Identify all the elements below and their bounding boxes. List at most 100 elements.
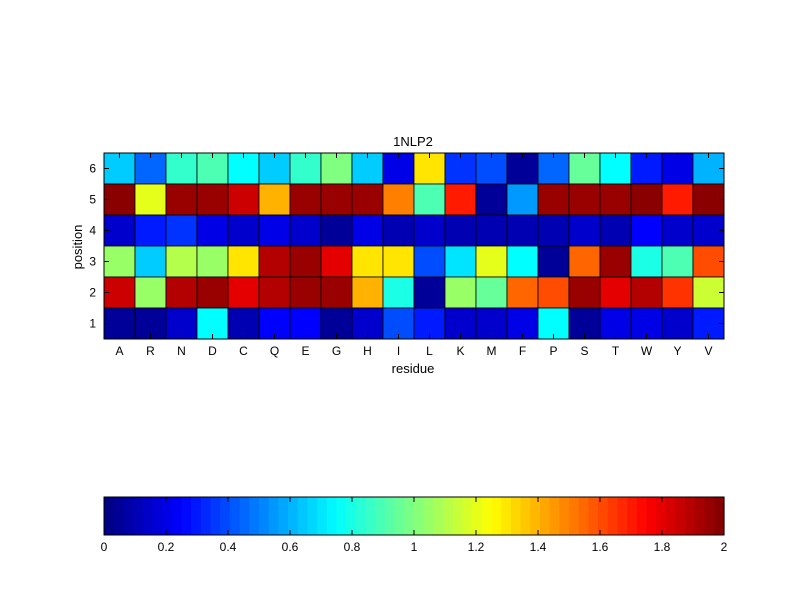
heatmap-cell bbox=[568, 183, 601, 216]
heatmap-cell bbox=[196, 276, 229, 309]
heatmap-cell bbox=[692, 152, 725, 185]
colorbar-tick-label: 1 bbox=[411, 540, 418, 554]
heatmap-cell bbox=[444, 152, 477, 185]
x-tick-label: E bbox=[301, 344, 309, 358]
colorbar-segment bbox=[326, 497, 338, 535]
colorbar-segment bbox=[375, 497, 386, 535]
colorbar-segment bbox=[607, 497, 619, 535]
x-tick-label: N bbox=[177, 344, 186, 358]
y-tick-label: 3 bbox=[89, 255, 96, 269]
colorbar-segment bbox=[433, 497, 444, 535]
colorbar-segment bbox=[491, 497, 502, 535]
heatmap-cell bbox=[630, 152, 663, 185]
heatmap-cell bbox=[196, 183, 229, 216]
heatmap-cell bbox=[599, 214, 632, 247]
heatmap-cell bbox=[630, 307, 663, 340]
x-tick-label: L bbox=[426, 344, 433, 358]
heatmap-cell bbox=[413, 214, 446, 247]
x-tick-label: S bbox=[580, 344, 588, 358]
heatmap-cell bbox=[413, 245, 446, 278]
x-tick-label: K bbox=[456, 344, 464, 358]
x-tick-label: I bbox=[397, 344, 400, 358]
heatmap-cell bbox=[661, 152, 694, 185]
y-tick-label: 6 bbox=[89, 162, 96, 176]
heatmap-cell bbox=[413, 183, 446, 216]
heatmap-cell bbox=[320, 183, 353, 216]
colorbar-segment bbox=[297, 497, 309, 535]
colorbar-segment bbox=[152, 497, 163, 535]
colorbar-tick-label: 0.8 bbox=[344, 540, 361, 554]
heatmap-cell bbox=[444, 307, 477, 340]
colorbar-tick-label: 0.4 bbox=[220, 540, 237, 554]
heatmap-cell bbox=[320, 276, 353, 309]
colorbar-segment bbox=[598, 497, 609, 535]
colorbar-segment bbox=[530, 497, 541, 535]
colorbar-segment bbox=[365, 497, 376, 535]
heatmap-cell bbox=[537, 214, 570, 247]
heatmap-cell bbox=[661, 183, 694, 216]
colorbar-segment bbox=[414, 497, 425, 535]
colorbar-segment bbox=[462, 497, 473, 535]
x-tick-label: R bbox=[146, 344, 155, 358]
heatmap-cell bbox=[196, 245, 229, 278]
colorbar-segment bbox=[685, 497, 696, 535]
colorbar-segment bbox=[675, 497, 686, 535]
heatmap-cell bbox=[630, 276, 663, 309]
heatmap-cell bbox=[382, 214, 415, 247]
colorbar-segment bbox=[510, 497, 522, 535]
colorbar-segment bbox=[191, 497, 202, 535]
y-tick-label: 4 bbox=[89, 224, 96, 238]
heatmap-cell bbox=[134, 245, 167, 278]
x-axis-label: residue bbox=[392, 361, 435, 376]
heatmap-cell bbox=[599, 245, 632, 278]
colorbar-tick-label: 0.6 bbox=[282, 540, 299, 554]
x-tick-label: D bbox=[208, 344, 217, 358]
heatmap-cell bbox=[568, 245, 601, 278]
heatmap-cell bbox=[630, 214, 663, 247]
heatmap-cell bbox=[568, 276, 601, 309]
colorbar-segment bbox=[355, 497, 367, 535]
x-tick-label: H bbox=[363, 344, 372, 358]
colorbar-segment bbox=[636, 497, 648, 535]
colorbar-tick-label: 0 bbox=[101, 540, 108, 554]
heatmap-cell bbox=[444, 214, 477, 247]
colorbar-segment bbox=[171, 497, 183, 535]
colorbar-tick-label: 1.8 bbox=[654, 540, 671, 554]
colorbar-segment bbox=[714, 497, 725, 535]
heatmap-cell bbox=[475, 214, 508, 247]
colorbar-segment bbox=[336, 497, 347, 535]
colorbar-segment bbox=[278, 497, 289, 535]
colorbar-segment bbox=[394, 497, 405, 535]
heatmap-cell bbox=[134, 152, 167, 185]
heatmap-cell bbox=[661, 245, 694, 278]
colorbar-segment bbox=[104, 497, 115, 535]
heatmap-cell bbox=[196, 214, 229, 247]
x-tick-label: Q bbox=[270, 344, 279, 358]
heatmap-cell bbox=[227, 214, 260, 247]
heatmap-cell bbox=[382, 245, 415, 278]
colorbar-tick-label: 2 bbox=[721, 540, 728, 554]
colorbar-segment bbox=[288, 497, 299, 535]
heatmap-plot: A R N D C Q E G H I L K M F P S T W Y V 6 5 4 3 2 1 bbox=[89, 152, 725, 358]
colorbar-segment bbox=[704, 497, 715, 535]
heatmap-cell bbox=[568, 214, 601, 247]
colorbar-segment bbox=[210, 497, 221, 535]
heatmap-cell bbox=[351, 183, 384, 216]
heatmap-cell bbox=[599, 152, 632, 185]
heatmap-cell bbox=[351, 276, 384, 309]
heatmap-cell bbox=[258, 183, 291, 216]
colorbar-segment bbox=[268, 497, 279, 535]
x-tick-label: V bbox=[704, 344, 712, 358]
heatmap-cell bbox=[320, 245, 353, 278]
x-tick-label: A bbox=[115, 344, 123, 358]
heatmap-cell bbox=[165, 276, 198, 309]
heatmap-cell bbox=[320, 214, 353, 247]
heatmap-cell bbox=[692, 183, 725, 216]
x-tick-label: W bbox=[641, 344, 653, 358]
heatmap-cell bbox=[692, 307, 725, 340]
colorbar-segment bbox=[559, 497, 570, 535]
heatmap-cell bbox=[444, 183, 477, 216]
colorbar-segment bbox=[520, 497, 531, 535]
y-tick-label: 2 bbox=[89, 286, 96, 300]
